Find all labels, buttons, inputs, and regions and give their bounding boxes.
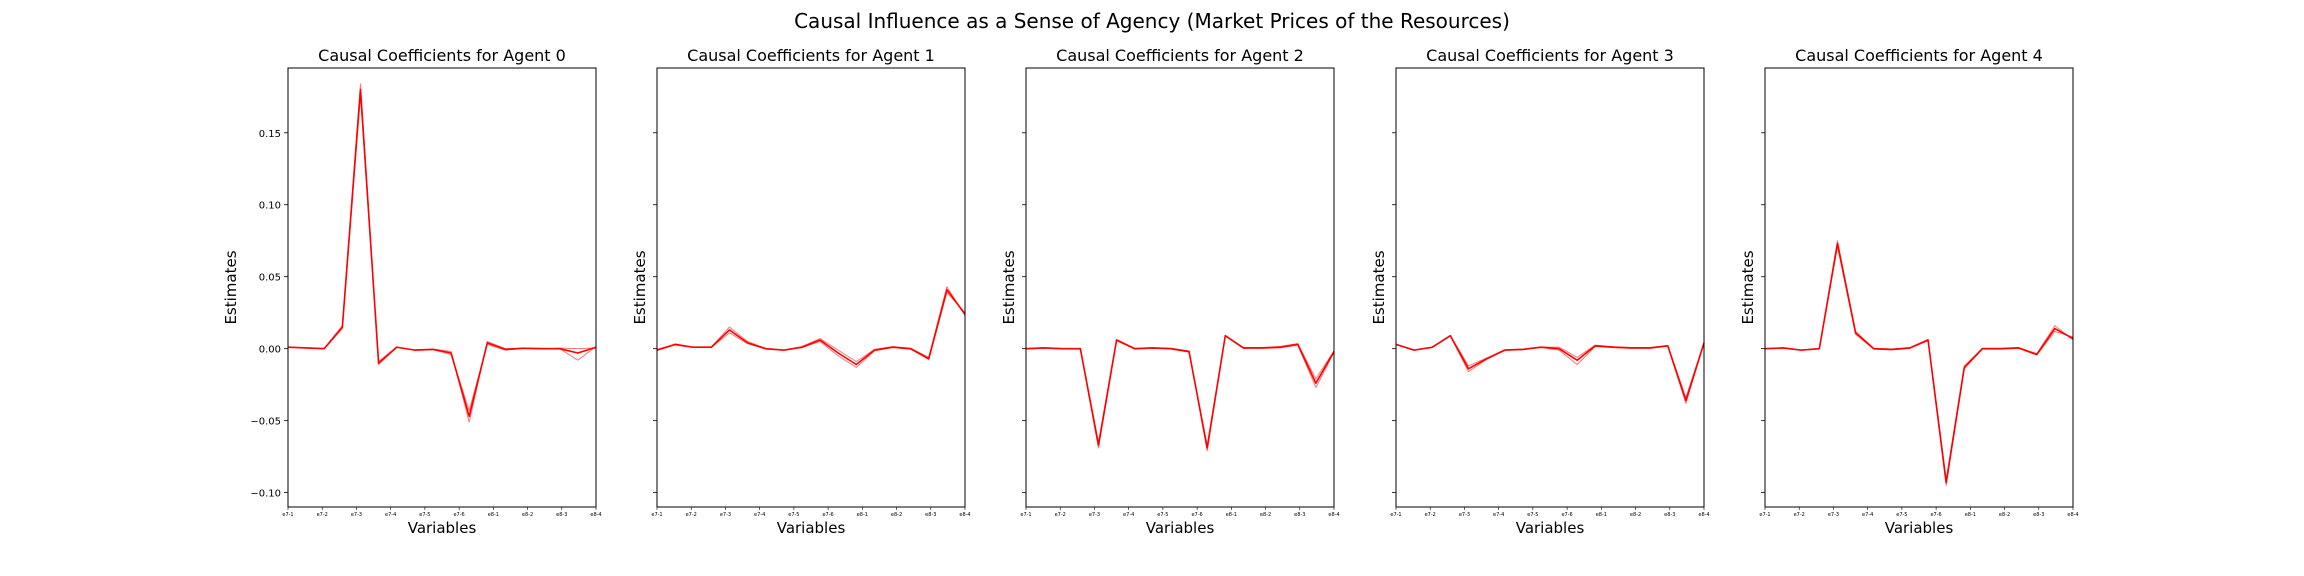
- x-tick-label: e7-2: [1425, 512, 1436, 518]
- x-tick-label: e7-2: [317, 512, 328, 518]
- x-tick-label: e7-1: [1020, 512, 1031, 518]
- x-axis-label: Variables: [408, 519, 477, 537]
- x-axis-label: Variables: [1885, 519, 1954, 537]
- x-tick-label: e8-3: [1664, 512, 1675, 518]
- plot-frame: [1395, 67, 1705, 508]
- x-tick-label: e8-2: [891, 512, 902, 518]
- x-tick-label: e8-2: [1260, 512, 1271, 518]
- x-tick-label: e7-6: [1191, 512, 1202, 518]
- x-tick-label: e8-4: [2067, 512, 2078, 518]
- subplot-agent-0: Causal Coefficients for Agent 0 −0.10 −0.0…: [222, 46, 602, 537]
- series-line: [1764, 240, 2074, 481]
- x-tick-label: e8-2: [1630, 512, 1641, 518]
- x-tick-label: e8-2: [1999, 512, 2010, 518]
- x-tick-label: e8-1: [488, 512, 499, 518]
- x-tick-label: e7-6: [1930, 512, 1941, 518]
- series-line: [1395, 335, 1705, 404]
- x-tick-label: e8-2: [522, 512, 533, 518]
- figure-title: Causal Influence as a Sense of Agency (M…: [794, 9, 1510, 33]
- y-axis-label: Estimates: [631, 250, 649, 324]
- x-tick-label: e7-2: [1055, 512, 1066, 518]
- x-tick-label: e7-3: [1459, 512, 1470, 518]
- x-tick-label: e7-3: [720, 512, 731, 518]
- x-tick-label: e8-4: [959, 512, 970, 518]
- x-axis-label: Variables: [777, 519, 846, 537]
- x-tick-label: e7-5: [1527, 512, 1538, 518]
- x-tick-label: e7-6: [822, 512, 833, 518]
- x-axis-label: Variables: [1516, 519, 1585, 537]
- y-tick-label: 0.00: [259, 345, 281, 356]
- x-tick-label: e8-4: [1328, 512, 1339, 518]
- series-line: [1764, 245, 2074, 486]
- subplot-agent-2: Causal Coefficients for Agent 2 e7-1 e7-2 e…: [1000, 46, 1340, 537]
- x-tick-label: e7-2: [1794, 512, 1805, 518]
- y-tick-label: 0.15: [259, 129, 281, 140]
- plot-frame: [1764, 67, 2074, 508]
- subplot-panels: Causal Coefficients for Agent 0 −0.10 −0.0…: [222, 46, 2079, 537]
- subplot-agent-1: Causal Coefficients for Agent 1 e7-1 e7-2 e…: [631, 46, 971, 537]
- x-tick-label: e7-4: [1123, 512, 1134, 518]
- series-line: [1025, 334, 1335, 449]
- subplot-title: Causal Coefficients for Agent 0: [318, 46, 566, 65]
- series-line: [1025, 335, 1335, 449]
- x-tick-label: e8-3: [925, 512, 936, 518]
- x-tick-label: e7-1: [651, 512, 662, 518]
- plot-frame: [1025, 67, 1335, 508]
- x-tick-label: e7-5: [1896, 512, 1907, 518]
- x-tick-label: e8-1: [1965, 512, 1976, 518]
- x-tick-label: e7-4: [385, 512, 396, 518]
- plot-frame: [287, 67, 597, 508]
- x-tick-label: e7-4: [1862, 512, 1873, 518]
- series-line: [1025, 334, 1335, 452]
- x-tick-label: e8-1: [1596, 512, 1607, 518]
- y-tick-label: −0.05: [250, 417, 281, 428]
- x-axis-label: Variables: [1146, 519, 1215, 537]
- x-tick-label: e8-4: [1698, 512, 1709, 518]
- series-line: [656, 288, 966, 366]
- plot-frame: [656, 67, 966, 508]
- x-tick-label: e8-1: [857, 512, 868, 518]
- x-tick-label: e7-1: [1759, 512, 1770, 518]
- y-axis-label: Estimates: [1000, 250, 1018, 324]
- series-line: [656, 286, 966, 363]
- subplot-agent-3: Causal Coefficients for Agent 3 e7-1 e7-2 e…: [1370, 46, 1710, 537]
- x-tick-label: e7-2: [686, 512, 697, 518]
- subplot-title: Causal Coefficients for Agent 2: [1056, 46, 1304, 65]
- series-line: [287, 88, 597, 418]
- series-line: [287, 94, 597, 412]
- x-tick-label: e7-5: [1157, 512, 1168, 518]
- x-tick-label: e7-1: [1390, 512, 1401, 518]
- series-line: [1395, 334, 1705, 399]
- x-tick-label: e8-3: [2033, 512, 2044, 518]
- x-tick-label: e8-4: [590, 512, 601, 518]
- y-tick-label: 0.05: [259, 273, 281, 284]
- x-tick-label: e8-3: [1294, 512, 1305, 518]
- x-tick-label: e8-1: [1226, 512, 1237, 518]
- series-line: [1764, 242, 2074, 484]
- x-tick-label: e8-3: [556, 512, 567, 518]
- y-axis-label: Estimates: [1370, 250, 1388, 324]
- x-tick-label: e7-6: [453, 512, 464, 518]
- x-tick-label: e7-4: [754, 512, 765, 518]
- subplot-title: Causal Coefficients for Agent 1: [687, 46, 935, 65]
- series-line: [1395, 334, 1705, 402]
- x-tick-label: e7-4: [1493, 512, 1504, 518]
- series-line: [287, 83, 597, 423]
- y-axis-label: Estimates: [222, 250, 240, 324]
- x-tick-label: e7-5: [788, 512, 799, 518]
- subplot-agent-4: Causal Coefficients for Agent 4 e7-1 e7-2 e…: [1739, 46, 2079, 537]
- x-tick-label: e7-1: [282, 512, 293, 518]
- x-tick-label: e7-6: [1561, 512, 1572, 518]
- y-tick-label: 0.10: [259, 201, 281, 212]
- x-tick-label: e7-5: [419, 512, 430, 518]
- y-axis-label: Estimates: [1739, 250, 1757, 324]
- x-tick-label: e7-3: [1089, 512, 1100, 518]
- y-tick-label: −0.10: [250, 489, 281, 500]
- series-line: [656, 292, 966, 368]
- x-tick-label: e7-3: [1828, 512, 1839, 518]
- subplot-title: Causal Coefficients for Agent 3: [1426, 46, 1674, 65]
- subplot-title: Causal Coefficients for Agent 4: [1795, 46, 2043, 65]
- x-tick-label: e7-3: [351, 512, 362, 518]
